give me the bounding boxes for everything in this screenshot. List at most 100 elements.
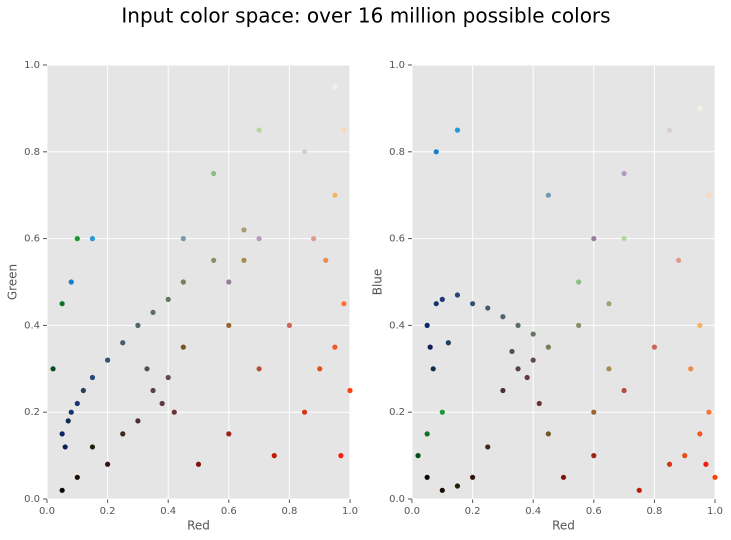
point [332,192,338,198]
point [697,431,703,437]
point [144,366,150,372]
point [323,257,329,263]
point [430,366,436,372]
point [424,431,430,437]
x-tick-label: 0.6 [586,506,602,517]
point [530,357,536,363]
point [211,170,217,177]
point [286,322,292,328]
x-tick-label: 0.0 [404,506,420,517]
point [433,149,439,155]
point [120,431,126,437]
point [256,127,262,133]
point [59,487,65,493]
point [536,400,542,407]
plot-background [47,65,350,499]
point [311,236,317,242]
point [59,301,65,307]
point [180,344,186,350]
x-axis-label: Red [552,519,575,533]
point [338,453,344,459]
point [68,279,74,285]
point [454,292,461,298]
x-tick-label: 0.8 [646,506,662,517]
y-tick-label: 1.0 [24,60,40,71]
point [651,344,658,350]
point [120,340,126,346]
y-axis-label: Blue [371,269,385,296]
point [195,461,202,467]
point [591,453,597,459]
point [433,301,439,307]
y-tick-label: 0.4 [24,320,40,331]
x-tick-label: 0.8 [281,506,297,517]
point [211,257,217,263]
point [89,374,96,381]
point [159,400,165,407]
point [439,296,445,302]
point [180,279,186,285]
point [271,453,277,459]
y-axis-label: Green [6,264,20,300]
point [301,149,308,155]
point [80,387,86,394]
point [712,474,718,480]
point [676,257,682,263]
point [606,301,612,307]
x-tick-label: 1.0 [342,506,358,517]
x-tick-label: 1.0 [707,506,723,517]
point [697,105,703,111]
point [706,409,712,415]
point [226,279,232,285]
point [445,340,451,346]
point [341,127,347,133]
y-tick-label: 0.4 [389,320,405,331]
point [347,387,353,394]
point [509,348,515,355]
x-tick-label: 0.4 [160,506,176,517]
point [545,344,551,350]
point [165,296,171,302]
point [332,344,338,350]
point [545,431,551,437]
point [171,409,177,415]
point [89,444,96,450]
point [150,309,156,315]
point [256,366,262,372]
y-tick-label: 0.0 [24,494,40,505]
point [59,431,65,437]
point [515,366,521,372]
point [524,374,530,381]
point [89,236,96,242]
y-tick-label: 0.6 [24,234,40,245]
point [150,387,156,394]
point [500,387,506,394]
point [666,461,673,467]
point [470,301,476,307]
point [576,322,582,328]
y-tick-label: 1.0 [389,60,405,71]
x-tick-label: 0.0 [39,506,55,517]
point [332,84,338,90]
point [180,236,186,242]
point [530,331,536,337]
point [485,305,491,311]
point [439,409,445,415]
point [470,474,476,480]
point [256,236,262,242]
point [485,444,491,450]
point [105,357,111,363]
y-tick-label: 0.2 [389,407,405,418]
x-axis-label: Red [187,519,210,533]
point [576,279,582,285]
point [165,374,171,381]
point [105,461,111,467]
point [606,366,612,372]
point [301,409,308,415]
y-tick-label: 0.8 [389,147,405,158]
point [545,192,551,198]
point [50,366,56,372]
point [68,409,74,415]
figure-title: Input color space: over 16 million possi… [121,4,610,28]
